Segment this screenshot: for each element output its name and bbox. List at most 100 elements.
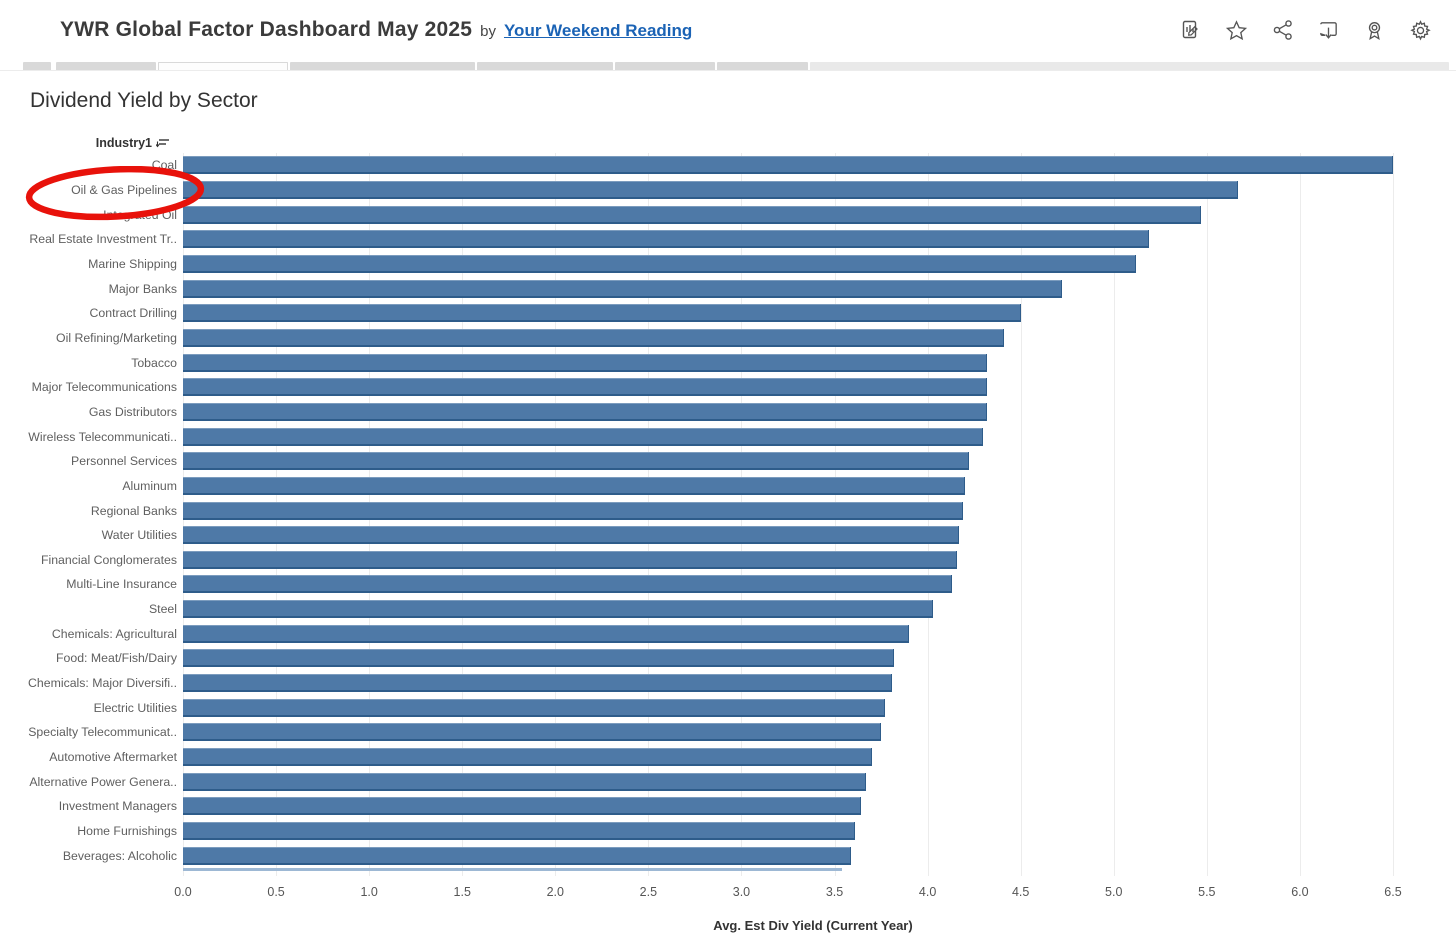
bar[interactable] [183,649,895,668]
chart-row: Wireless Telecommunicati.. [0,424,1456,449]
sort-descending-icon[interactable] [156,137,169,149]
category-label[interactable]: Beverages: Alcoholic [62,848,177,863]
x-tick-label: 1.0 [360,885,378,900]
chart-row: Multi-Line Insurance [0,572,1456,597]
x-tick-label: 5.5 [1198,885,1216,900]
category-label[interactable]: Tobacco [131,355,177,370]
bar[interactable] [183,476,965,495]
chart-row: Oil & Gas Pipelines [0,178,1456,203]
chart-row: Automotive Aftermarket [0,745,1456,770]
brand-link[interactable]: Your Weekend Reading [503,21,693,40]
bar[interactable] [183,156,1393,175]
bar[interactable] [183,550,958,569]
bar[interactable] [183,501,963,520]
category-label[interactable]: Specialty Telecommunicat.. [28,725,177,740]
category-label[interactable]: Chemicals: Major Diversifi.. [28,676,177,691]
category-label[interactable]: Aluminum [122,478,177,493]
worksheet-tab[interactable] [290,62,475,70]
share-icon[interactable] [1271,19,1294,42]
bar[interactable] [183,797,861,816]
chart-row: Electric Utilities [0,695,1456,720]
chart-row: Steel [0,597,1456,622]
category-label[interactable]: Major Telecommunications [31,380,177,395]
worksheet-tab[interactable] [717,62,808,70]
bar[interactable] [183,868,842,872]
bar[interactable] [183,575,952,594]
bar[interactable] [183,402,988,421]
bar[interactable] [183,304,1021,323]
chart-row: Specialty Telecommunicat.. [0,720,1456,745]
x-tick-label: 4.0 [918,885,937,900]
chart-row: Financial Conglomerates [0,548,1456,573]
category-label[interactable]: Electric Utilities [93,700,177,715]
bar[interactable] [183,674,893,693]
chart-row: Chemicals: Major Diversifi.. [0,671,1456,696]
category-label[interactable]: Food: Meat/Fish/Dairy [56,651,177,666]
chart-row: Chemicals: Agricultural [0,621,1456,646]
x-tick-label: 1.5 [453,885,471,900]
x-tick-label: 0.0 [174,885,192,900]
category-label[interactable]: Gas Distributors [88,404,177,419]
worksheet-tab[interactable] [158,62,288,70]
bar[interactable] [183,230,1150,249]
bar[interactable] [183,822,855,841]
category-label[interactable]: Real Estate Investment Tr.. [29,232,177,247]
worksheet-tab[interactable] [56,62,156,70]
worksheet-tab[interactable] [615,62,715,70]
bar[interactable] [183,723,882,742]
x-tick-label: 3.5 [825,885,844,900]
bar[interactable] [183,748,872,767]
category-label[interactable]: Alternative Power Genera.. [29,774,177,789]
chart-row: Water Utilities [0,523,1456,548]
award-badge-icon[interactable] [1363,19,1386,42]
category-label[interactable]: Wireless Telecommunicati.. [28,429,177,444]
category-label[interactable]: Marine Shipping [88,256,177,271]
download-icon[interactable] [1317,19,1340,42]
category-label[interactable]: Investment Managers [58,799,177,814]
chart-row: Gas Distributors [0,400,1456,425]
bar[interactable] [183,205,1202,224]
bar[interactable] [183,772,867,791]
dashboard-title: YWR Global Factor Dashboard May 2025 [60,18,473,41]
bar[interactable] [183,846,852,865]
worksheet-tab[interactable] [23,62,51,70]
byline-text: by [480,23,496,40]
category-label[interactable]: Chemicals: Agricultural [51,626,177,641]
bar[interactable] [183,600,934,619]
category-label[interactable]: Oil & Gas Pipelines [71,182,177,197]
bar[interactable] [183,254,1137,273]
category-label[interactable]: Major Banks [108,281,177,296]
category-label[interactable]: Oil Refining/Marketing [56,330,177,345]
bar[interactable] [183,698,885,717]
category-label[interactable]: Steel [148,602,177,617]
category-label[interactable]: Multi-Line Insurance [66,577,177,592]
bar[interactable] [183,328,1004,347]
bar[interactable] [183,180,1239,199]
worksheet-tab[interactable] [810,62,1449,70]
category-label[interactable]: Home Furnishings [77,824,177,839]
edit-data-icon[interactable] [1179,19,1202,42]
column-header-label[interactable]: Industry1 [95,136,152,150]
bar[interactable] [183,624,909,643]
category-label[interactable]: Water Utilities [101,528,177,543]
bar[interactable] [183,526,960,545]
bar[interactable] [183,353,988,372]
chart-row: Regional Banks [0,498,1456,523]
category-label[interactable]: Personnel Services [71,454,177,469]
category-label[interactable]: Regional Banks [90,503,177,518]
bar[interactable] [183,279,1062,298]
category-label[interactable]: Automotive Aftermarket [49,750,177,765]
chart-row: Major Telecommunications [0,375,1456,400]
category-label[interactable]: Contract Drilling [89,306,177,321]
settings-gear-icon[interactable] [1409,19,1432,42]
category-label[interactable]: Integrated Oil [103,207,177,222]
bar[interactable] [183,378,988,397]
category-label[interactable]: Coal [151,158,177,173]
favorite-star-icon[interactable] [1225,19,1248,42]
x-tick-label: 6.5 [1384,885,1402,900]
category-label[interactable]: Financial Conglomerates [40,552,177,567]
bar[interactable] [183,427,984,446]
chart-row: Tobacco [0,350,1456,375]
bar[interactable] [183,452,969,471]
worksheet-tab[interactable] [477,62,613,70]
